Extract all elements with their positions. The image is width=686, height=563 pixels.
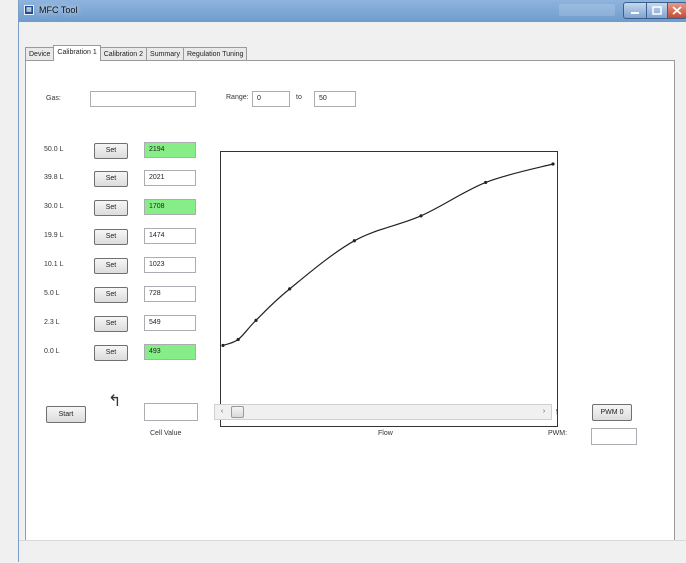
gas-field[interactable] — [90, 91, 196, 107]
tab-calibration-1[interactable]: Calibration 1 — [53, 45, 101, 61]
tab-strip: Device Calibration 1 Calibration 2 Summa… — [25, 45, 248, 61]
window-title: MFC Tool — [39, 5, 78, 15]
tab-summary[interactable]: Summary — [146, 47, 184, 61]
scroll-left-icon[interactable]: ‹ — [220, 408, 224, 415]
flow-point-label: 0.0 L — [44, 348, 60, 355]
arrow-up-left-icon: ↰ — [108, 393, 122, 410]
cell-value-label: Cell Value — [150, 430, 182, 437]
cell-value-field[interactable]: 728 — [144, 286, 196, 302]
range-to-label: to — [296, 94, 302, 101]
minimize-icon — [631, 12, 639, 14]
flow-point-label: 30.0 L — [44, 203, 64, 210]
flow-point-label: 39.8 L — [44, 174, 64, 181]
maximize-button[interactable] — [646, 2, 668, 19]
flow-point-label: 2.3 L — [44, 319, 60, 326]
set-button[interactable]: Set — [94, 316, 128, 332]
set-button[interactable]: Set — [94, 171, 128, 187]
pwm-label: PWM: — [548, 430, 568, 437]
flow-point-label: 50.0 L — [44, 146, 64, 153]
flow-point-label: 10.1 L — [44, 261, 64, 268]
set-button[interactable]: Set — [94, 287, 128, 303]
scroll-right-icon[interactable]: › — [542, 408, 546, 415]
data-point — [221, 343, 225, 348]
set-button[interactable]: Set — [94, 258, 128, 274]
cell-value-field[interactable]: 2194 — [144, 142, 196, 158]
cell-value-field[interactable]: 549 — [144, 315, 196, 331]
set-button[interactable]: Set — [94, 200, 128, 216]
data-point — [551, 162, 555, 166]
pwm-button[interactable]: PWM 0 — [592, 404, 632, 421]
x-tick-label: 50 — [556, 409, 557, 416]
cell-value-field[interactable]: 493 — [144, 344, 196, 360]
close-icon — [672, 6, 682, 15]
calibration-1-panel: Gas: Range: 0 to 50 50.0 L Set 2194 39.8… — [25, 60, 675, 560]
set-button[interactable]: Set — [94, 345, 128, 361]
set-button[interactable]: Set — [94, 143, 128, 159]
range-label: Range: — [226, 94, 249, 101]
pwm-field[interactable] — [591, 428, 637, 445]
cell-value-readout[interactable] — [144, 403, 198, 421]
status-bar — [19, 540, 686, 563]
start-button[interactable]: Start — [46, 406, 86, 423]
close-button[interactable] — [667, 2, 686, 19]
tab-calibration-2[interactable]: Calibration 2 — [99, 47, 148, 61]
maximize-icon — [652, 6, 662, 15]
data-point — [288, 287, 292, 291]
client-area: Device Calibration 1 Calibration 2 Summa… — [19, 22, 686, 563]
flow-label: Flow — [378, 430, 393, 437]
cell-value-field[interactable]: 1474 — [144, 228, 196, 244]
flow-point-label: 5.0 L — [44, 290, 60, 297]
calibration-curve-chart: 02.3510.119.93039.850 — [220, 151, 558, 427]
flow-point-label: 19.9 L — [44, 232, 64, 239]
series-line — [222, 163, 554, 346]
tab-regulation-tuning[interactable]: Regulation Tuning — [182, 47, 248, 61]
gas-label: Gas: — [46, 95, 61, 102]
calibration-curve-svg: 02.3510.119.93039.850 — [221, 162, 557, 416]
tab-device[interactable]: Device — [25, 47, 55, 61]
title-bar[interactable]: ▦ MFC Tool — [19, 0, 686, 22]
data-point — [352, 239, 356, 243]
cell-value-field[interactable]: 2021 — [144, 170, 196, 186]
range-to-field[interactable]: 50 — [314, 91, 356, 107]
data-point — [254, 318, 258, 322]
cell-value-field[interactable]: 1708 — [144, 199, 196, 215]
data-point — [236, 337, 240, 342]
app-window: ▦ MFC Tool Device Calibration 1 Calibrat… — [18, 0, 686, 563]
title-bar-glare — [559, 4, 615, 16]
minimize-button[interactable] — [623, 2, 647, 19]
flow-slider-thumb[interactable] — [231, 406, 244, 418]
range-from-field[interactable]: 0 — [252, 91, 290, 107]
data-point — [484, 180, 488, 185]
app-icon: ▦ — [24, 5, 34, 15]
flow-slider[interactable]: ‹ › — [214, 404, 552, 420]
cell-value-field[interactable]: 1023 — [144, 257, 196, 273]
data-point — [419, 214, 423, 218]
set-button[interactable]: Set — [94, 229, 128, 245]
